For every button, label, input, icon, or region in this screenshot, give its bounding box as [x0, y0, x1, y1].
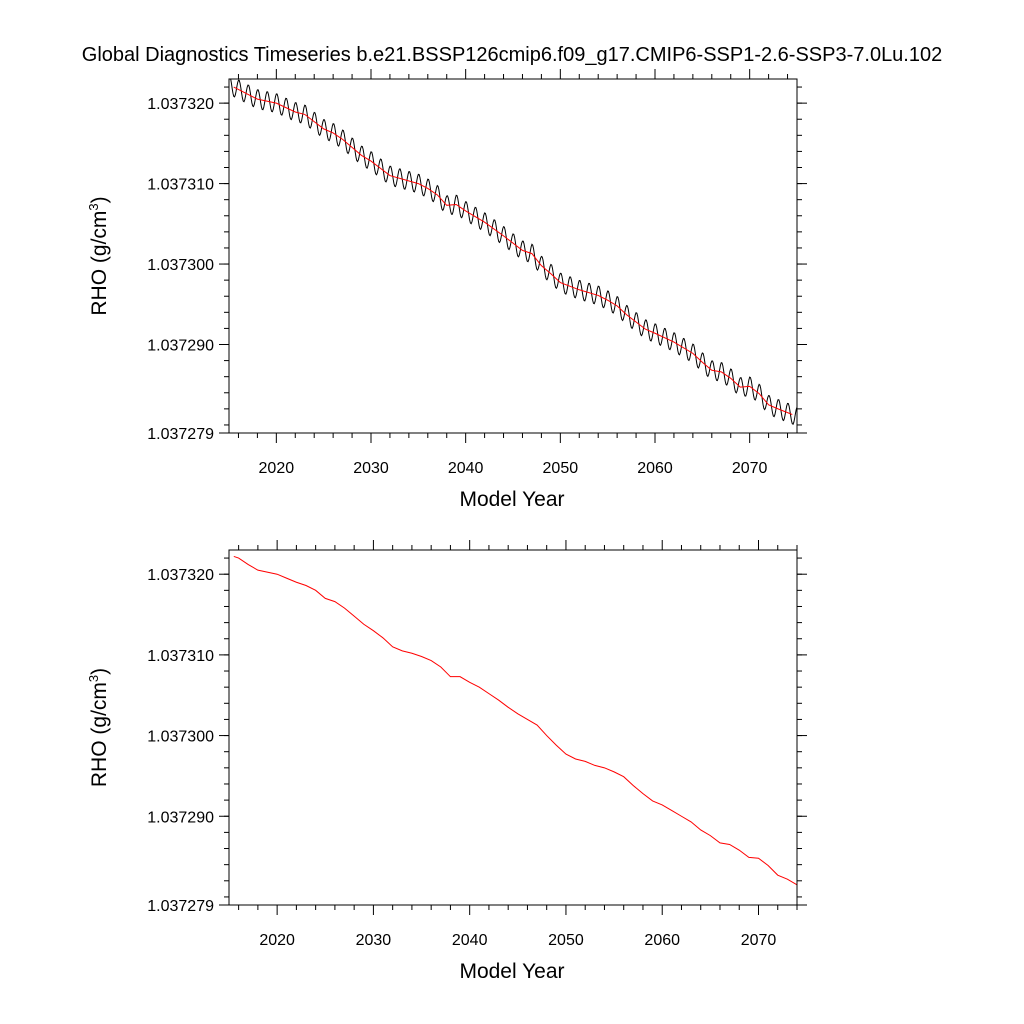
- y-tick-label: 1.037310: [147, 648, 214, 665]
- plot-frame: [228, 549, 798, 906]
- page-title: Global Diagnostics Timeseries b.e21.BSSP…: [81, 44, 943, 66]
- y-tick-label: 1.037310: [147, 177, 214, 194]
- plot-frame: [228, 78, 798, 434]
- y-tick-label: 1.037320: [147, 96, 214, 113]
- panel-bottom: 2020 2030 2040 2050 2060 2070 1.037279 1.037290…: [86, 540, 807, 983]
- x-tick-label: 2070: [741, 932, 777, 949]
- x-tick-label: 2040: [452, 932, 488, 949]
- y-tick-label: 1.037320: [147, 567, 214, 584]
- annual-mean-series-line: [233, 86, 793, 415]
- y-tick-label: 1.037290: [147, 338, 214, 355]
- x-tick-label: 2070: [732, 460, 768, 477]
- x-axis-title: Model Year: [459, 488, 564, 511]
- y-tick-label: 1.037300: [147, 257, 214, 274]
- plot-area: [230, 79, 797, 425]
- axis-ticks: [219, 540, 807, 915]
- x-tick-label: 2030: [356, 932, 392, 949]
- annual-mean-series-line: [233, 555, 797, 886]
- monthly-series-line: [230, 79, 797, 425]
- y-tick-label: 1.037300: [147, 729, 214, 746]
- x-tick-label: 2050: [548, 932, 584, 949]
- x-tick-label: 2020: [259, 932, 295, 949]
- axis-ticks: [219, 69, 807, 443]
- x-tick-label: 2020: [259, 460, 295, 477]
- y-tick-label: 1.037290: [147, 809, 214, 826]
- x-tick-label: 2030: [353, 460, 389, 477]
- y-tick-label: 1.037279: [147, 426, 214, 443]
- x-tick-label: 2040: [448, 460, 484, 477]
- plot-area: [233, 555, 797, 886]
- x-tick-label: 2060: [644, 932, 680, 949]
- x-axis-title: Model Year: [459, 960, 564, 983]
- panel-top: 2020 2030 2040 2050 2060 2070 1.037279 1.037290…: [86, 69, 807, 511]
- y-axis-title: RHO (g/cm3): [86, 196, 111, 315]
- x-tick-label: 2060: [637, 460, 673, 477]
- y-tick-label: 1.037279: [147, 898, 214, 915]
- x-tick-label: 2050: [543, 460, 579, 477]
- y-axis-title: RHO (g/cm3): [86, 668, 111, 787]
